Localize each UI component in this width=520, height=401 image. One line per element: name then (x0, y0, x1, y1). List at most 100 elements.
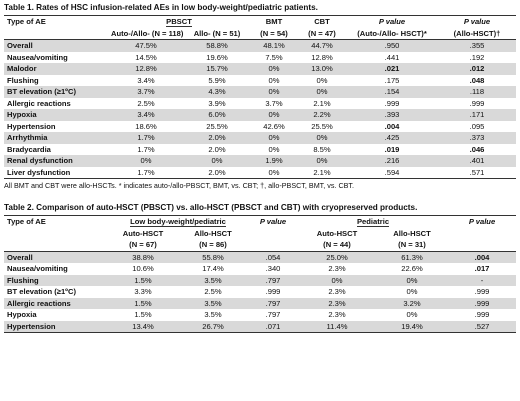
value-cell: .425 (346, 132, 438, 144)
value-cell: .021 (346, 63, 438, 75)
value-cell: 3.5% (178, 274, 248, 286)
table2-header-row-2: Auto-HSCT Allo-HSCT Auto-HSCT Allo-HSCT (4, 228, 516, 240)
value-cell: 0% (376, 274, 449, 286)
value-cell: 3.7% (108, 86, 184, 98)
value-cell: 1.9% (250, 155, 298, 167)
value-cell: .594 (346, 166, 438, 179)
header-low-body-weight: Low body-weight/pediatric (108, 215, 248, 228)
value-cell: .999 (265, 287, 281, 296)
table-row: Allergic reactions 1.5% 3.5% .797 2.3% 3.2% .9… (4, 297, 517, 309)
table-row: Malodor 12.8% 15.7% 0% 13.0% .021.012 (4, 63, 516, 75)
value-cell: 12.8% (311, 52, 333, 62)
table1: Type of AE PBSCT BMT CBT P value P value… (4, 15, 516, 179)
value-cell: 2.3% (328, 264, 346, 273)
header-auto2: Auto-HSCT (316, 228, 358, 238)
value-cell: .999 (474, 310, 490, 319)
value-cell: 0% (298, 155, 346, 167)
value-cell: 0% (298, 274, 376, 286)
table-row: Liver dysfunction 1.7% 2.0% 0% 2.1% .594.571 (4, 166, 516, 179)
table1-header-row-1: Type of AE PBSCT BMT CBT P value P value (4, 15, 516, 28)
value-cell: .048 (469, 75, 485, 85)
value-cell: .441 (384, 52, 400, 62)
value-cell: 47.5% (108, 39, 184, 52)
value-cell: 3.7% (265, 98, 283, 108)
value-cell: 0% (108, 155, 184, 167)
value-cell: 1.7% (108, 132, 184, 144)
ae-type-cell: Nausea/vomiting (7, 264, 68, 273)
value-cell: .019 (384, 144, 400, 154)
value-cell: 2.0% (208, 144, 226, 154)
header-pvalue-1: P value (248, 215, 298, 228)
value-cell: .999 (384, 98, 400, 108)
value-cell: 19.4% (376, 320, 449, 333)
table-row: Hypoxia 1.5% 3.5% .797 2.3% 0% .999 (4, 309, 516, 321)
header-auto1: Auto-HSCT (122, 228, 164, 238)
header-auto1-n: (N = 67) (108, 239, 178, 252)
value-cell: 8.5% (313, 144, 331, 154)
value-cell: 0% (316, 75, 328, 85)
table-row: Hypoxia 3.4% 6.0% 0% 2.2% .393.171 (4, 109, 516, 121)
value-cell: 5.9% (208, 75, 226, 85)
value-cell: 3.5% (178, 297, 248, 309)
value-cell: 0% (250, 132, 298, 144)
value-cell: .999 (448, 297, 517, 309)
table-row: Bradycardia 1.7% 2.0% 0% 8.5% .019 .046 (4, 144, 516, 156)
header-auto-allo: Auto-/Allo- (N = 118) (108, 27, 184, 40)
table-row: Overall 38.8% 55.8% .054 25.0% 61.3% .004 (4, 251, 517, 263)
header-type-of-ae: Type of AE (4, 215, 108, 228)
value-cell: 2.0% (184, 166, 250, 179)
value-cell: 0% (250, 109, 298, 121)
value-cell: .999 (469, 98, 485, 108)
value-cell: 1.5% (108, 274, 178, 286)
value-cell: 0% (250, 86, 298, 98)
header-type-of-ae: Type of AE (4, 15, 108, 28)
value-cell: 1.7% (137, 144, 155, 154)
value-cell: 1.5% (134, 310, 152, 319)
value-cell: 26.7% (178, 320, 248, 333)
table-row: Renal dysfunction 0% 0% 1.9% 0% .216.401 (4, 155, 516, 167)
value-cell: 44.7% (298, 39, 346, 52)
value-cell: 11.4% (298, 320, 376, 333)
value-cell: 13.0% (298, 63, 346, 75)
ae-type-cell: Nausea/vomiting (7, 52, 68, 62)
value-cell: 0% (406, 310, 418, 319)
header-allo: Allo- (N = 51) (184, 27, 250, 40)
header-bmt: BMT (250, 15, 298, 28)
value-cell: .950 (346, 39, 438, 52)
value-cell: 61.3% (376, 251, 449, 263)
header-allo2: Allo-HSCT (393, 228, 431, 238)
ae-type-cell: Hypoxia (4, 109, 108, 121)
value-cell: 19.6% (206, 52, 228, 62)
value-cell: .118 (438, 86, 516, 98)
value-cell: 0% (250, 63, 298, 75)
table-row: Hypertension 13.4% 26.7% .071 11.4% 19.4% .527 (4, 320, 517, 333)
value-cell: 0% (250, 166, 298, 179)
value-cell: 13.4% (108, 320, 178, 333)
value-cell: .071 (248, 320, 298, 333)
value-cell: 2.1% (313, 98, 331, 108)
value-cell: 0% (406, 287, 418, 296)
header-p1: (Auto-/Allo- HSCT)* (346, 27, 438, 40)
header-cbt: CBT (298, 15, 346, 28)
header-bmt-n: (N = 54) (250, 27, 298, 40)
value-cell: .017 (474, 264, 490, 273)
value-cell: 3.4% (137, 75, 155, 85)
table2-header-row-3: (N = 67) (N = 86) (N = 44) (N = 31) (4, 239, 517, 252)
value-cell: .012 (438, 63, 516, 75)
ae-type-cell: Hypoxia (7, 310, 37, 319)
value-cell: 58.8% (184, 39, 250, 52)
value-cell: 2.3% (298, 297, 376, 309)
value-cell: 3.3% (134, 287, 152, 296)
ae-type-cell: Overall (4, 39, 108, 52)
value-cell: 55.8% (178, 251, 248, 263)
value-cell: 42.6% (263, 121, 285, 131)
value-cell: .095 (469, 121, 485, 131)
header-allo1-n: (N = 86) (178, 239, 248, 252)
ae-type-cell: Malodor (4, 63, 108, 75)
table2-caption: Table 2. Comparison of auto-HSCT (PBSCT)… (4, 203, 418, 212)
value-cell: .046 (469, 144, 485, 154)
value-cell: .171 (438, 109, 516, 121)
header-pvalue-1: P value (346, 15, 438, 28)
value-cell: 0% (268, 144, 280, 154)
value-cell: .175 (384, 75, 400, 85)
